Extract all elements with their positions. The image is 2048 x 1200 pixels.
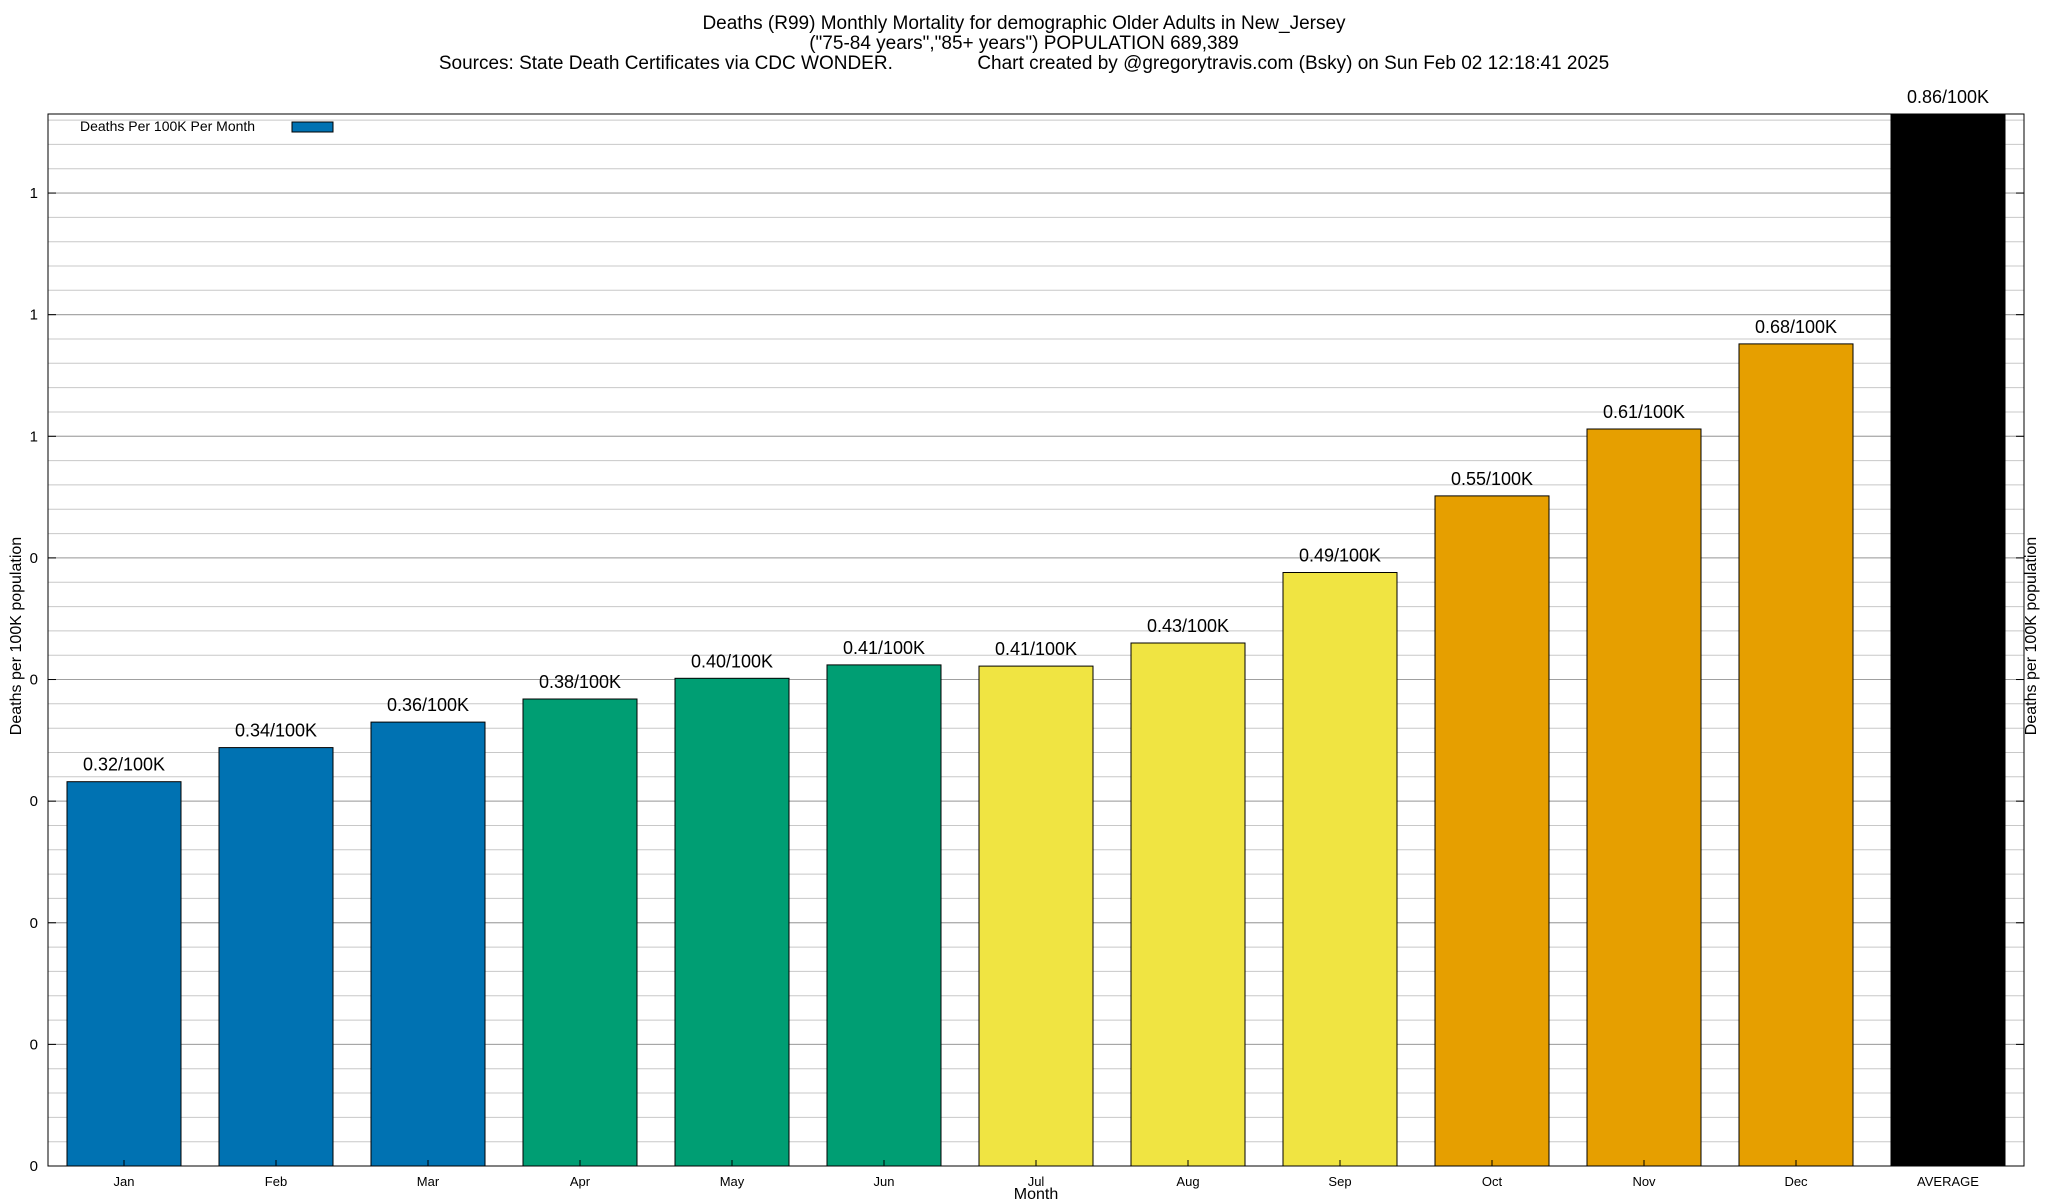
bar [1130,642,1246,1167]
chart-credit: Chart created by @gregorytravis.com (Bsk… [977,53,1610,74]
data-label: 0.34/100K [235,721,317,741]
y-tick-label: 0 [30,550,38,567]
data-label: 0.68/100K [1755,317,1837,337]
plot-border [47,113,2025,1167]
bar [1586,428,1702,1167]
x-tick-label: Jul [1028,1174,1045,1189]
x-tick-label: Dec [1784,1174,1808,1189]
x-tick-label: Jan [114,1174,135,1189]
data-label: 0.49/100K [1299,546,1381,566]
x-tick-label: Nov [1632,1174,1656,1189]
legend-swatch [291,121,334,133]
y-tick-label: 0 [30,1158,38,1175]
bar [674,677,790,1167]
bar [370,721,486,1167]
x-tick-label: Apr [570,1174,591,1189]
data-label: 0.55/100K [1451,469,1533,489]
data-label: 0.38/100K [539,672,621,692]
bar [522,698,638,1167]
chart-subtitle: ("75-84 years","85+ years") POPULATION 6… [809,33,1239,54]
x-tick-label: Feb [265,1174,287,1189]
x-tick-label: Aug [1176,1174,1199,1189]
x-tick-label: May [720,1174,745,1189]
axis-layer [47,113,2025,1167]
data-label: 0.61/100K [1603,402,1685,422]
y-axis-label: Deaths per 100K population [8,537,25,735]
y-tick-label: 1 [30,185,38,202]
bar-layer [66,113,2006,1167]
x-tick-label: Mar [417,1174,440,1189]
data-label: 0.41/100K [843,638,925,658]
bar [66,781,182,1167]
data-label: 0.43/100K [1147,616,1229,636]
y2-axis-label: Deaths per 100K population [2023,537,2040,735]
legend: Deaths Per 100K Per Month [80,118,334,134]
y-tick-label: 1 [30,307,38,324]
x-tick-label: AVERAGE [1917,1174,1979,1189]
bar [1738,343,1854,1167]
y-tick-label: 1 [30,428,38,445]
chart-source-line: Sources: State Death Certificates via CD… [0,54,2048,74]
bar [1890,113,2006,1167]
bar [218,747,334,1167]
y-tick-label: 0 [30,915,38,932]
bar [978,665,1094,1167]
chart-title: Deaths (R99) Monthly Mortality for demog… [702,13,1346,34]
x-axis-label: Month [1014,1186,1058,1200]
data-label: 0.40/100K [691,651,773,671]
chart-title-block: Deaths (R99) Monthly Mortality for demog… [0,14,2048,74]
data-label: 0.86/100K [1907,87,1989,107]
data-label: 0.36/100K [387,695,469,715]
y-tick-label: 0 [30,672,38,689]
bar [1282,572,1398,1167]
x-tick-label: Sep [1328,1174,1351,1189]
bar [826,664,942,1167]
data-label: 0.41/100K [995,639,1077,659]
y-tick-label: 0 [30,1036,38,1053]
chart-sources: Sources: State Death Certificates via CD… [438,53,893,74]
x-tick-label: Jun [874,1174,895,1189]
y-tick-label: 0 [30,793,38,810]
data-label: 0.32/100K [83,755,165,775]
label-layer: 0 0 0 0 0 0 1 1 1 0.32/100K Jan 0.34/100K Feb 0.36/10… [30,87,1989,1189]
bar [1434,495,1550,1167]
legend-label: Deaths Per 100K Per Month [80,118,255,134]
x-tick-label: Oct [1482,1174,1503,1189]
